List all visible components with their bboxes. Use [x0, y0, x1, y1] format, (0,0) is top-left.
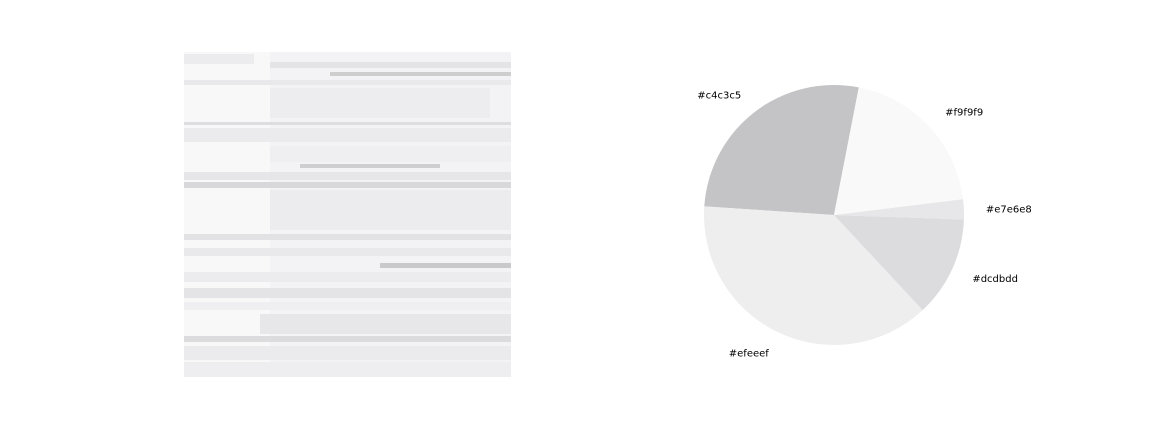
color-image-panel — [184, 52, 511, 377]
image-stripe — [270, 62, 511, 68]
pie-slice-label-2: #dcdbdd — [972, 274, 1018, 285]
pie-slice-3 — [834, 199, 964, 220]
image-stripe — [330, 72, 511, 76]
image-stripe — [184, 288, 511, 298]
pie-slice-label-4: #f9f9f9 — [945, 107, 983, 118]
image-stripe — [380, 263, 511, 268]
pie-slice-4 — [834, 87, 964, 215]
pie-slice-2 — [834, 215, 964, 311]
image-stripe — [184, 362, 511, 377]
image-stripe — [184, 172, 511, 180]
image-stripe — [184, 248, 511, 256]
pie-slice-label-0: #c4c3c5 — [697, 91, 741, 102]
image-block — [270, 190, 511, 230]
image-stripe — [184, 182, 511, 188]
image-stripe — [270, 146, 511, 162]
image-block — [260, 314, 511, 334]
pie-slice-label-1: #efeeef — [729, 348, 770, 359]
pie-slice-label-3: #e7e6e8 — [986, 204, 1032, 215]
image-stripe — [184, 234, 511, 240]
image-stripe — [184, 128, 511, 142]
image-stripe — [184, 122, 511, 125]
pie-chart: #c4c3c5 #efeeef #dcdbdd #e7e6e8 #f9f9f9 — [697, 85, 1032, 359]
image-stripe — [184, 302, 511, 310]
pie-slice-1 — [704, 206, 923, 345]
image-stripe — [184, 54, 254, 64]
image-block — [270, 88, 490, 118]
pie-slice-0 — [704, 85, 859, 215]
image-stripe — [300, 164, 440, 168]
image-stripe — [184, 272, 511, 282]
image-stripe — [184, 336, 511, 342]
image-stripe — [184, 80, 511, 85]
image-left-band — [184, 52, 270, 377]
image-stripe — [184, 346, 511, 360]
